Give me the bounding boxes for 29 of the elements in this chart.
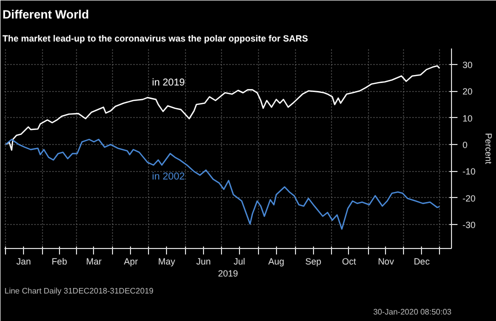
y-tick-label: 20	[462, 86, 473, 97]
y-tick-label: -30	[462, 220, 476, 230]
line-series	[5, 138, 440, 230]
series-label: in 2019	[152, 78, 186, 88]
y-tick-label: -20	[462, 193, 476, 204]
y-tick-label: 0	[462, 140, 468, 150]
chart-title: Different World	[2, 8, 89, 22]
x-tick-label: Feb	[52, 256, 68, 266]
x-tick-label: Sep	[305, 256, 322, 266]
y-tick-label: -10	[462, 166, 476, 177]
x-tick-label: Jan	[16, 256, 31, 266]
x-tick-label: Jul	[234, 256, 246, 266]
x-tick-label: Dec	[414, 256, 430, 266]
y-tick-label: 10	[462, 113, 473, 124]
x-tick-label: Oct	[342, 256, 356, 266]
x-tick-label: May	[158, 256, 176, 266]
x-tick-label: Jun	[196, 256, 211, 266]
series-label: in 2002	[152, 172, 186, 182]
text: Line Chart Daily 31DEC2018-31DEC2019	[4, 286, 154, 296]
y-axis-title: Percent	[484, 132, 494, 165]
x-tick-label: Nov	[378, 256, 394, 266]
x-axis-title: 2019	[218, 268, 238, 278]
text: 30-Jan-2020 08:50:03	[373, 308, 452, 316]
chart-subtitle: The market lead-up to the coronavirus was the polar opposite for SARS	[2, 34, 308, 44]
x-tick-label: Apr	[124, 256, 138, 266]
y-tick-label: 30	[462, 60, 473, 70]
x-tick-label: Aug	[268, 256, 284, 266]
line-series	[5, 65, 440, 151]
x-tick-label: Mar	[86, 256, 102, 266]
